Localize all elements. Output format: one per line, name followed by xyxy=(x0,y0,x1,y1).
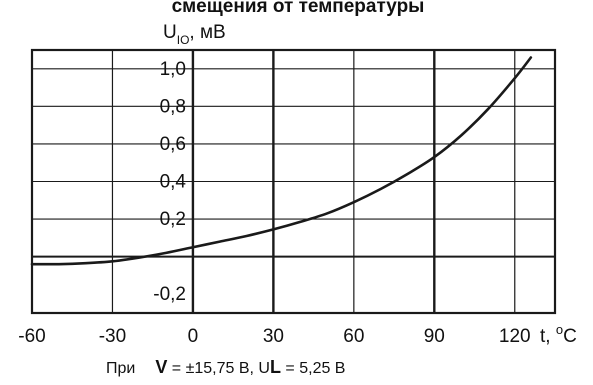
footnote-l: L xyxy=(270,357,281,377)
y-axis-label: UIO, мВ xyxy=(163,22,226,47)
footnote-v: V xyxy=(155,357,167,377)
footnote: При V = ±15,75 В, UL = 5,25 В xyxy=(106,357,345,377)
y-axis-label-unit: , мВ xyxy=(189,22,225,43)
footnote-v-rest: = ±15,75 В, U xyxy=(167,360,270,377)
x-axis-label-unit: C xyxy=(563,326,577,347)
series-layer xyxy=(30,56,533,266)
x-tick-label: 30 xyxy=(263,326,284,347)
y-tick-labels: 1,0 0,8 0,6 0,4 0,2 -0,2 xyxy=(153,59,186,305)
y-axis-label-main: U xyxy=(163,22,177,43)
chart-title: смещения от температуры xyxy=(172,0,425,17)
y-tick-label: 0,6 xyxy=(160,134,186,155)
y-tick-label: 0,8 xyxy=(160,96,186,117)
x-tick-label: -30 xyxy=(99,326,126,347)
y-tick-label: 0,4 xyxy=(160,172,187,193)
x-tick-label: 0 xyxy=(188,326,199,347)
x-axis-label: t, oC xyxy=(540,322,577,347)
x-tick-label: 90 xyxy=(424,326,445,347)
y-tick-label: -0,2 xyxy=(153,284,186,305)
footnote-prefix: При xyxy=(106,360,135,377)
x-tick-label: -60 xyxy=(18,326,45,347)
x-tick-label: 120 xyxy=(499,326,531,347)
y-tick-label: 0,2 xyxy=(160,209,186,230)
x-tick-label: 60 xyxy=(343,326,364,347)
y-axis-label-sub: IO xyxy=(177,33,190,47)
x-axis-label-sup: o xyxy=(556,322,563,337)
x-axis-label-main: t, xyxy=(540,326,556,347)
grid xyxy=(30,48,557,315)
series-line xyxy=(30,56,533,266)
footnote-l-rest: = 5,25 В xyxy=(281,360,346,377)
y-tick-label: 1,0 xyxy=(160,59,186,80)
x-tick-labels: -60 -30 0 30 60 90 120 xyxy=(18,326,530,347)
